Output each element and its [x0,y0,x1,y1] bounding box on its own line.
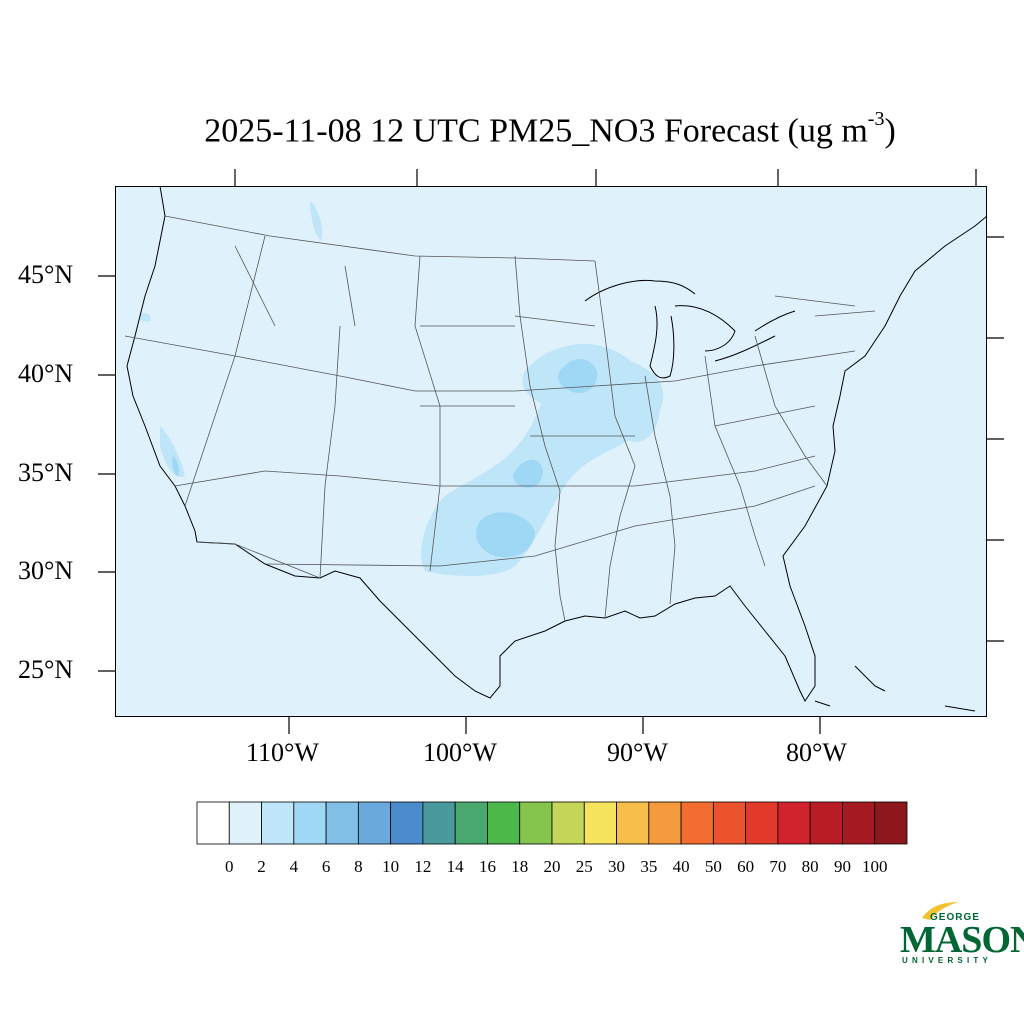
logo-line-university: UNIVERSITY [902,956,993,965]
logo-swoosh [922,902,958,920]
border-east-3 [754,335,828,487]
gmu-logo: GEORGE MASON UNIVERSITY [900,900,1024,970]
colorbar-swatch [196,801,230,845]
border-lat-1 [124,335,856,392]
map-border [115,186,987,717]
coastline [126,186,987,712]
lat-label-35: 35°N [18,458,74,487]
state-borders [124,215,876,622]
logo-line-george: GEORGE [930,912,980,923]
colorbar-swatch [551,801,585,845]
colorbar-label: 70 [769,857,787,876]
map-title: 2025-11-08 12 UTC PM25_NO3 Forecast (ug … [204,108,896,150]
plume-california-core [172,456,180,476]
colorbar-label: 30 [608,857,626,876]
colorbar-label: 18 [511,857,529,876]
colorbar-label: 35 [640,857,658,876]
lat-label-30: 30°N [18,556,74,585]
colorbar-swatch [842,801,876,845]
florida-keys [814,665,976,712]
colorbar-swatch [777,801,811,845]
colorbar-swatch [616,801,650,845]
forecast-map [115,186,987,717]
colorbar-label: 100 [861,857,888,876]
colorbar-swatch [745,801,779,845]
border-mexico [196,541,321,579]
border-lat-2 [174,455,816,487]
colorbar-swatch [293,801,327,845]
colorbar-swatch [390,801,424,845]
colorbar-labels: 0 2 4 6 8 10 12 14 16 18 20 25 30 35 40 50 60 70 80 90 100 [196,857,908,879]
colorbar-swatch [648,801,682,845]
border-rockies [319,325,341,579]
colorbar-swatch [680,801,714,845]
border-canada [164,215,596,262]
colorbar-label: 16 [478,857,496,876]
colorbar-swatch [874,801,908,845]
plume-washington [139,313,151,322]
lon-label-110w: 110°W [246,738,319,767]
border-east-1 [644,375,676,605]
us-outline [126,186,987,702]
colorbar-swatch [228,801,262,845]
colorbar-label: 40 [672,857,690,876]
plume-kansas [512,459,543,488]
colorbar-label: 4 [289,857,299,876]
colorbar-label: 50 [704,857,722,876]
colorbar-swatch [325,801,359,845]
colorbar-label: 90 [833,857,851,876]
colorbar-label: 6 [321,857,331,876]
plume-montana [310,201,323,241]
colorbar-label: 2 [257,857,266,876]
great-lakes [584,279,796,379]
colorbar-label: 14 [446,857,464,876]
colorbar-swatch [519,801,553,845]
lat-label-40: 40°N [18,359,74,388]
concentration-plumes [139,201,664,576]
border-lat-4 [234,245,876,437]
border-east-2 [704,355,766,567]
colorbar-label: 80 [801,857,819,876]
border-lat-3 [264,485,816,567]
colorbar-label: 25 [575,857,593,876]
plume-illinois [611,382,660,442]
colorbar-label: 0 [225,857,234,876]
lat-label-45: 45°N [18,260,74,289]
map-svg [115,186,987,717]
lat-label-25: 25°N [18,655,74,684]
colorbar-label: 60 [737,857,755,876]
plume-california [160,426,185,477]
colorbar-swatch [809,801,843,845]
colorbar-swatch [422,801,456,845]
colorbar-swatch [712,801,747,845]
colorbar-swatch [583,801,617,845]
colorbar-label: 12 [414,857,432,876]
logo-line-mason: MASON [900,919,1024,961]
colorbar-swatch [357,801,392,845]
border-midwest [594,260,636,619]
colorbar-swatch [454,801,488,845]
colorbar-swatch [487,801,521,845]
lon-label-100w: 100°W [423,738,497,767]
colorbar-label: 8 [354,857,363,876]
border-mississippi [514,255,566,622]
plume-oklahoma [475,512,535,558]
lon-label-90w: 90°W [607,738,668,767]
lon-label-80w: 80°W [786,738,847,767]
colorbar-label: 10 [382,857,400,876]
plume-iowa-core [558,358,598,394]
colorbar [196,801,908,845]
colorbar-swatch [261,801,295,845]
colorbar-label: 20 [543,857,561,876]
